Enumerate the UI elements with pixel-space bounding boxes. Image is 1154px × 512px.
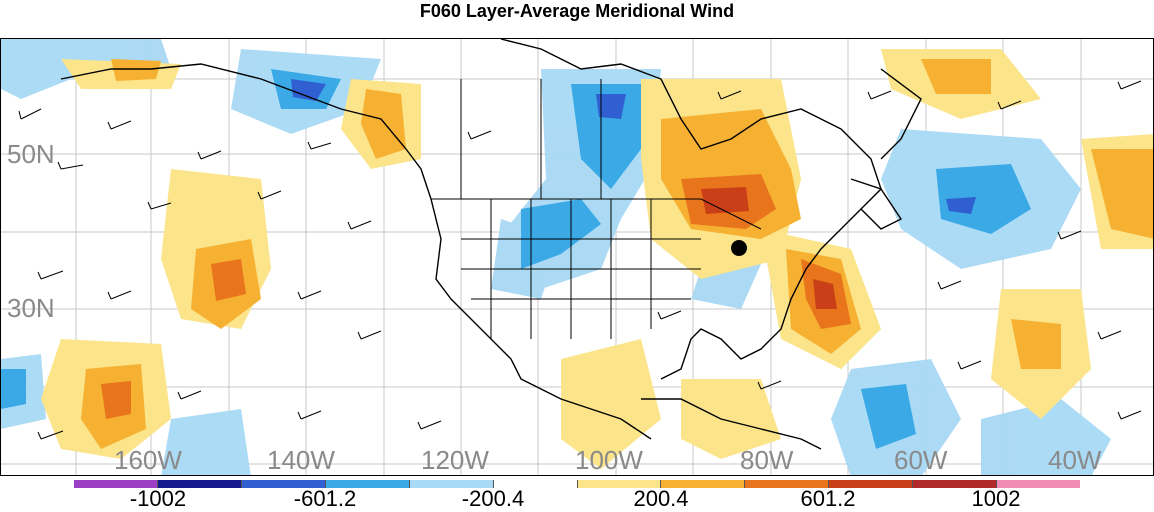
map-panel: 50N 30N 160W 140W 120W 100W 80W 60W 40W: [0, 38, 1154, 476]
lon-label-160w: 160W: [114, 445, 182, 475]
colorbar-swatch: [157, 480, 242, 488]
lat-label-50n: 50N: [7, 139, 55, 169]
negative-mid-regions: [1, 69, 1031, 449]
colorbar-label-4: 200.4: [633, 486, 689, 511]
contour-field: [1, 39, 1153, 475]
colorbar-swatch: [913, 480, 998, 488]
coastlines: [60, 39, 922, 450]
colorbar-label-3: -200.4: [461, 486, 525, 511]
colorbar-swatch: [829, 480, 914, 488]
lon-label-80w: 80W: [740, 445, 794, 475]
colorbar-swatch: [493, 480, 578, 488]
lon-label-140w: 140W: [267, 445, 335, 475]
political-borders: [431, 79, 762, 339]
positive-max-regions: [701, 187, 837, 309]
lon-label-60w: 60W: [894, 445, 948, 475]
colorbar-label-1: -1002: [129, 486, 187, 511]
colorbar-label-2: -601.2: [293, 486, 357, 511]
lat-label-30n: 30N: [7, 293, 55, 323]
lon-label-40w: 40W: [1048, 445, 1102, 475]
colorbar-swatch: [661, 480, 746, 488]
colorbar-swatch: [74, 480, 158, 488]
colorbar-swatch: [241, 480, 326, 488]
lon-label-120w: 120W: [421, 445, 489, 475]
colorbar-swatch: [409, 480, 494, 488]
black-dot-marker: [731, 240, 747, 256]
colorbar-swatch: [997, 480, 1081, 488]
colorbar-label-6: 1002: [971, 486, 1021, 511]
wind-barbs: [18, 80, 1142, 440]
colorbar-swatch: [577, 480, 662, 488]
negative-dark-regions: [291, 79, 976, 214]
colorbar-label-5: 601.2: [800, 486, 856, 511]
colorbar: [74, 480, 1081, 488]
colorbar-swatch: [745, 480, 830, 488]
colorbar-swatch: [325, 480, 410, 488]
map-title: F060 Layer-Average Meridional Wind: [419, 1, 735, 21]
lon-label-100w: 100W: [575, 445, 643, 475]
